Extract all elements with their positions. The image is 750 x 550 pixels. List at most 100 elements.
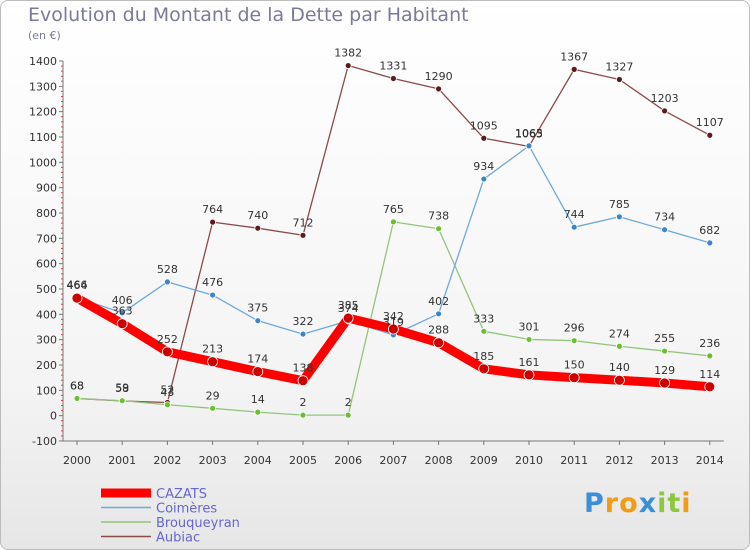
x-tick-label: 2006: [334, 454, 362, 467]
data-label: 712: [293, 216, 314, 229]
data-label: 43: [160, 386, 174, 399]
logo-letter: t: [667, 488, 682, 519]
data-point: [616, 76, 623, 83]
y-tick-label: 100: [36, 384, 57, 397]
x-tick-label: 2009: [470, 454, 498, 467]
data-label: 1367: [560, 50, 588, 63]
data-label: 765: [383, 203, 404, 216]
data-label: 1290: [425, 70, 453, 83]
x-tick-label: 2003: [199, 454, 227, 467]
data-point: [209, 404, 217, 412]
data-label: 319: [383, 316, 404, 329]
data-point: [525, 142, 533, 150]
data-label: 288: [428, 324, 449, 337]
data-label: 296: [564, 322, 585, 335]
data-point: [659, 377, 670, 389]
data-label: 161: [519, 356, 540, 369]
data-point: [523, 369, 535, 381]
logo-letter: r: [604, 488, 620, 519]
y-tick-label: 200: [36, 359, 57, 372]
y-tick-label: 800: [36, 207, 57, 220]
data-point: [387, 323, 399, 335]
x-tick-label: 2004: [244, 454, 272, 467]
data-label: 138: [293, 362, 314, 375]
proxiti-logo: Proxiti: [584, 488, 692, 519]
data-label: 129: [654, 364, 675, 377]
logo-letter: i: [657, 488, 668, 519]
data-point: [568, 372, 580, 384]
data-point: [389, 75, 397, 82]
data-label: 2: [300, 396, 307, 409]
data-point: [570, 223, 578, 231]
data-label: 363: [112, 305, 133, 318]
data-label: 1331: [379, 59, 407, 72]
data-point: [209, 218, 217, 226]
data-point: [344, 411, 352, 419]
data-label: 1065: [515, 127, 543, 140]
data-label: 236: [699, 337, 720, 350]
y-tick-label: -100: [32, 435, 57, 448]
data-point: [704, 381, 716, 393]
x-tick-label: 2014: [696, 454, 724, 467]
data-label: 274: [609, 327, 630, 340]
data-point: [207, 356, 219, 368]
logo-letter: x: [638, 488, 658, 519]
y-tick-label: 900: [36, 182, 57, 195]
data-label: 385: [338, 299, 359, 312]
data-point: [254, 317, 262, 325]
data-label: 1327: [605, 60, 633, 73]
data-label: 402: [428, 295, 449, 308]
data-point: [118, 397, 126, 405]
legend-label: CAZATS: [156, 487, 207, 502]
data-label: 255: [654, 332, 675, 345]
x-tick-label: 2000: [63, 454, 91, 467]
data-point: [163, 401, 171, 409]
logo-letter: P: [584, 488, 605, 519]
data-label: 114: [699, 368, 720, 381]
data-point: [480, 327, 488, 335]
data-point: [209, 291, 217, 299]
data-label: 764: [202, 203, 223, 216]
legend-label: Coimères: [156, 502, 217, 517]
y-tick-label: 1300: [29, 80, 57, 93]
chart-title: Evolution du Montant de la Dette par Hab…: [28, 4, 469, 26]
data-point: [661, 226, 668, 234]
data-label: 213: [202, 343, 223, 356]
data-point: [435, 85, 443, 93]
data-point: [342, 312, 354, 324]
data-point: [163, 278, 171, 286]
data-label: 464: [67, 279, 88, 292]
data-label: 734: [654, 211, 675, 224]
data-point: [389, 218, 397, 226]
data-label: 374: [338, 302, 359, 315]
data-point: [71, 292, 83, 304]
data-point: [254, 408, 262, 416]
data-label: 1095: [470, 119, 498, 132]
data-label: 934: [473, 160, 494, 173]
data-label: 14: [251, 393, 265, 406]
data-label: 1382: [334, 47, 362, 60]
data-point: [570, 337, 578, 345]
y-tick-label: 700: [36, 232, 57, 245]
data-label: 682: [699, 224, 720, 237]
data-point: [116, 318, 128, 330]
y-tick-label: 1200: [29, 106, 57, 119]
data-label: 68: [70, 379, 84, 392]
data-label: 2: [345, 396, 352, 409]
x-tick-label: 2011: [560, 454, 588, 467]
data-point: [161, 346, 173, 358]
y-tick-label: 400: [36, 308, 57, 321]
x-tick-label: 2005: [289, 454, 317, 467]
logo-letter: i: [681, 488, 692, 519]
data-label: 174: [247, 353, 268, 366]
data-label: 59: [115, 382, 129, 395]
data-point: [299, 411, 307, 419]
y-tick-label: 1000: [29, 156, 57, 169]
x-tick-label: 2008: [425, 454, 453, 467]
data-point: [254, 224, 262, 232]
data-point: [616, 342, 623, 350]
data-label: 185: [473, 350, 494, 363]
series-line-coimères: [76, 145, 711, 336]
legend-label: Aubiac: [156, 531, 200, 546]
y-tick-label: 1100: [29, 131, 57, 144]
